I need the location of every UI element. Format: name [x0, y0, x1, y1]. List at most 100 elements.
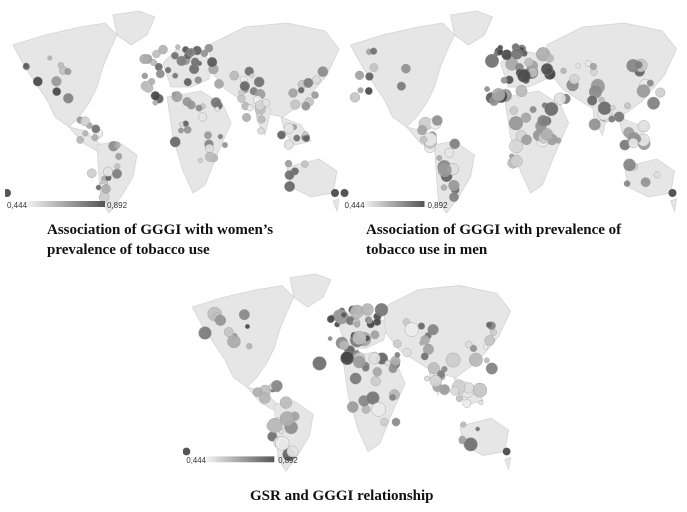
country-bubble — [502, 447, 511, 456]
country-bubble — [195, 104, 203, 112]
country-bubble — [364, 87, 373, 95]
country-bubble — [508, 116, 524, 131]
country-bubble — [455, 394, 464, 403]
country-bubble — [327, 336, 333, 341]
greenland-landmass — [112, 10, 156, 46]
country-bubble — [509, 139, 524, 154]
bubbles — [340, 43, 677, 203]
country-bubble — [349, 372, 362, 385]
north-america-landmass — [349, 22, 455, 128]
country-bubble — [171, 51, 179, 60]
map-men-tobacco: 0,444 0,892 — [340, 5, 680, 215]
country-bubble — [262, 98, 271, 107]
country-bubble — [253, 76, 265, 88]
country-bubble — [668, 189, 677, 197]
country-bubble — [214, 79, 224, 89]
bubbles — [5, 43, 339, 203]
country-bubble — [483, 357, 490, 364]
country-bubble — [82, 130, 89, 137]
country-bubble — [63, 93, 74, 104]
country-bubble — [95, 184, 102, 191]
country-bubble — [544, 101, 559, 116]
bubbles — [183, 303, 511, 462]
country-bubble — [259, 392, 271, 404]
country-bubble — [277, 130, 286, 140]
country-bubble — [102, 166, 113, 177]
country-bubble — [244, 323, 250, 330]
country-bubble — [155, 69, 165, 79]
country-bubble — [624, 102, 631, 110]
country-bubble — [653, 171, 661, 179]
country-bubble — [246, 104, 254, 112]
country-bubble — [636, 84, 651, 98]
country-bubble — [204, 151, 215, 162]
country-bubble — [640, 177, 651, 188]
map-gsr-gggi: 0,444 0,892 — [183, 268, 513, 473]
country-bubble — [339, 340, 349, 350]
country-bubble — [353, 321, 361, 328]
country-bubble — [647, 96, 660, 110]
country-bubble — [511, 48, 523, 60]
country-bubble — [214, 106, 220, 112]
country-bubble — [465, 340, 473, 349]
country-bubble — [380, 417, 389, 427]
country-bubble — [183, 447, 191, 456]
country-bubble — [257, 127, 265, 135]
country-bubble — [23, 62, 30, 69]
country-bubble — [370, 330, 380, 340]
country-bubble — [366, 391, 380, 405]
country-bubble — [609, 104, 616, 111]
country-bubble — [623, 158, 636, 172]
country-bubble — [365, 72, 374, 81]
country-bubble — [389, 394, 396, 401]
country-bubble — [460, 421, 467, 428]
country-bubble — [496, 48, 504, 56]
scale-gradient-bar — [364, 201, 425, 207]
country-bubble — [227, 334, 241, 349]
world-bubble-map: 0,444 0,892 — [340, 10, 678, 214]
country-bubble — [152, 99, 159, 106]
country-bubble — [283, 123, 295, 134]
country-bubble — [317, 66, 329, 77]
country-bubble — [172, 72, 179, 79]
new-zealand-landmass — [332, 198, 340, 213]
country-bubble — [80, 116, 90, 127]
gggi-color-scale: 0,444 0,892 — [186, 456, 297, 465]
country-bubble — [370, 376, 381, 387]
caption-line-1: GSR and GGGI relationship — [250, 488, 434, 504]
country-bubble — [475, 426, 480, 432]
country-bubble — [569, 74, 580, 85]
country-bubble — [204, 43, 214, 53]
country-bubble — [462, 399, 472, 408]
country-bubble — [238, 309, 250, 321]
country-bubble — [175, 44, 181, 50]
country-bubble — [197, 157, 204, 164]
country-bubble — [217, 133, 224, 140]
country-bubble — [437, 163, 452, 178]
country-bubble — [374, 303, 389, 317]
country-bubble — [420, 335, 430, 345]
country-bubble — [76, 136, 84, 144]
country-bubble — [114, 142, 121, 149]
country-bubble — [445, 352, 461, 368]
country-bubble — [47, 55, 53, 61]
country-bubble — [429, 374, 442, 387]
country-bubble — [204, 143, 214, 153]
country-bubble — [312, 356, 327, 371]
country-bubble — [284, 181, 295, 192]
country-bubble — [301, 101, 311, 111]
country-bubble — [52, 87, 62, 97]
country-bubble — [164, 66, 172, 74]
africa-landmass — [504, 90, 569, 194]
country-bubble — [32, 76, 43, 87]
scale-gradient-bar — [205, 456, 275, 463]
country-bubble — [489, 328, 497, 336]
country-bubble — [440, 184, 448, 191]
country-bubble — [198, 326, 212, 340]
country-bubble — [634, 60, 643, 69]
country-bubble — [283, 139, 294, 150]
country-bubble — [545, 54, 554, 63]
country-bubble — [198, 112, 208, 122]
country-bubble — [655, 87, 666, 98]
country-bubble — [91, 134, 99, 142]
